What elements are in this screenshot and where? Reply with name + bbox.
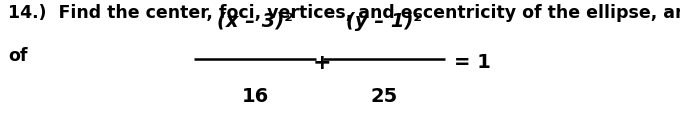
Text: 14.)  Find the center, foci, vertices, and eccentricity of the ellipse, and sket: 14.) Find the center, foci, vertices, an…: [8, 4, 680, 22]
Text: = 1: = 1: [454, 53, 491, 72]
Text: +: +: [312, 53, 331, 73]
Text: 16: 16: [241, 87, 269, 106]
Text: (x – 3)²: (x – 3)²: [217, 12, 293, 31]
Text: 25: 25: [371, 87, 398, 106]
Text: of: of: [8, 47, 28, 65]
Text: (y – 1)²: (y – 1)²: [346, 12, 422, 31]
